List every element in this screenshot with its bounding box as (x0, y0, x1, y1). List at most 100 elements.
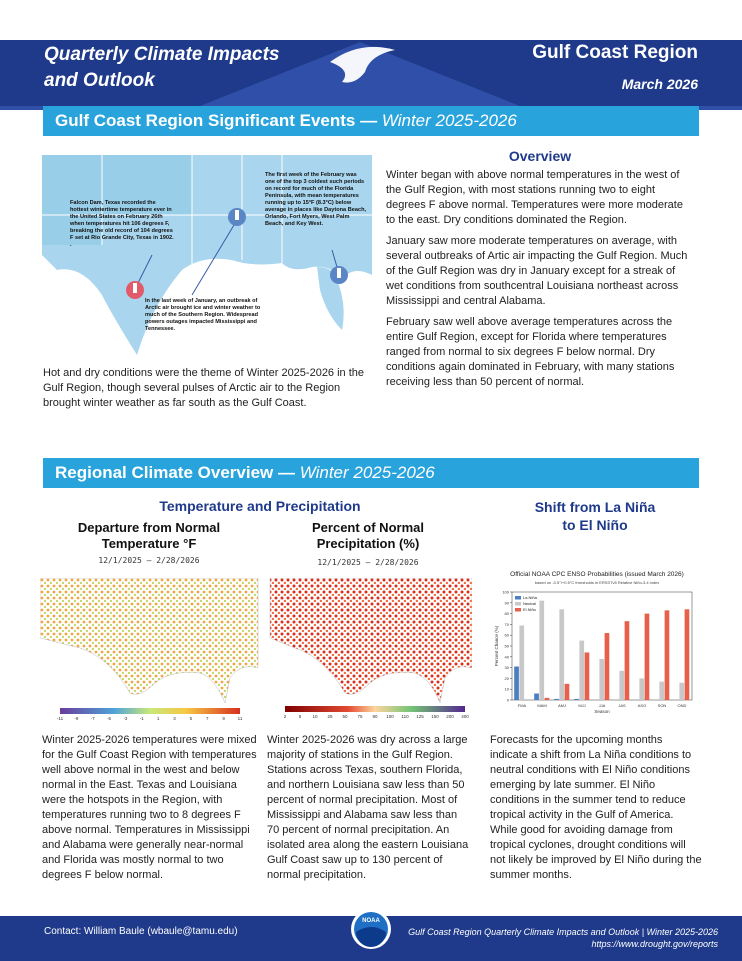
region: Gulf Coast Region (532, 42, 698, 63)
bar (619, 670, 625, 700)
y-tick-label: 60 (505, 633, 510, 638)
contact: Contact: William Baule (wbaule@tamu.edu) (44, 926, 238, 937)
region-map (42, 155, 372, 360)
x-tick-label: SON (658, 703, 667, 708)
dates: 12/1/2025 – 2/28/2026 (317, 558, 419, 567)
colorbar-tick: 9 (222, 716, 225, 721)
colorbar-tick: 7 (206, 716, 209, 721)
bar (644, 613, 650, 700)
x-tick-label: OND (678, 703, 687, 708)
y-tick-label: 30 (505, 665, 510, 670)
date: March 2026 (621, 76, 698, 92)
bar (624, 621, 630, 700)
colorbar-tick: 5 (298, 714, 302, 719)
title-line: Departure from Normal (77, 520, 221, 535)
colorbar-tick: 5 (189, 716, 193, 721)
section-bar: Regional Climate Overview — Winter 2025-… (43, 458, 699, 488)
bar (604, 633, 610, 700)
y-tick-label: 0 (507, 698, 510, 703)
bar (679, 682, 685, 700)
y-tick-label: 90 (505, 600, 510, 605)
colorbar-tick: 200 (446, 714, 454, 719)
legend-label: El Niño (523, 607, 537, 612)
y-tick-label: 80 (505, 611, 510, 616)
temperature-text: Winter 2025-2026 temperatures were mixed… (42, 734, 257, 881)
x-tick-label: ASO (638, 703, 646, 708)
y-tick-label: 100 (502, 590, 509, 595)
caption: Hot and dry conditions were the theme of… (43, 367, 365, 409)
colorbar-tick: -1 (139, 716, 144, 721)
header-title: Quarterly Climate Impacts and Outlook (44, 42, 279, 94)
paragraph: January saw more moderate temperatures o… (386, 235, 688, 307)
header-graphic (0, 40, 742, 110)
bar (599, 658, 605, 700)
colorbar-tick: 400 (461, 714, 469, 719)
colorbar-tick: 3 (173, 716, 176, 721)
heading-line: Shift from La Niña (534, 499, 656, 515)
bar (554, 698, 559, 700)
x-tick-label: MJJ (578, 703, 585, 708)
bar (519, 625, 525, 700)
map-note: Falcon Dam, Texas recorded the hottest w… (70, 200, 174, 248)
chart-title: Official NOAA CPC ENSO Probabilities (is… (510, 571, 684, 578)
legend-swatch (515, 608, 521, 612)
section-subtitle: Winter 2025-2026 (299, 463, 435, 482)
colorbar-tick: 10 (312, 714, 318, 719)
climate-maps (40, 578, 472, 714)
subheading: Temperature and Precipitation (159, 498, 361, 514)
map-note: The first week of the February was one o… (265, 172, 367, 227)
colorbar-tick: 75 (357, 714, 363, 719)
bar (659, 681, 665, 700)
y-tick-label: 10 (505, 687, 510, 692)
y-tick-label: 20 (505, 676, 510, 681)
colorbar-tick: 50 (342, 714, 348, 719)
title-line: Quarterly Climate Impacts (44, 44, 280, 65)
x-axis-label: Season (594, 709, 610, 713)
title-line: and Outlook (44, 70, 155, 91)
legend-label: Neutral (523, 601, 536, 606)
bar (579, 640, 585, 700)
enso-heading: Shift from La Niña to El Niño (490, 498, 700, 534)
x-tick-label: JAS (618, 703, 626, 708)
colorbar-ticks: -11 -9 -7 -5 -3 -1 1 3 5 7 9 11 (57, 716, 242, 724)
bar (684, 609, 690, 700)
map-title: Percent of Normal Precipitation (%) (268, 520, 468, 552)
title-line: Percent of Normal (312, 520, 424, 535)
enso-chart: Official NOAA CPC ENSO Probabilities (is… (492, 568, 702, 713)
bar (514, 666, 519, 700)
title-line: Precipitation (%) (316, 536, 420, 551)
overview-heading: Overview (508, 148, 572, 164)
legend-swatch (515, 596, 521, 600)
x-tick-label: MAM (537, 703, 546, 708)
bar (639, 678, 645, 700)
y-tick-label: 40 (505, 654, 510, 659)
bar (664, 610, 670, 700)
y-tick-label: 70 (505, 622, 510, 627)
paragraph: February saw well above average temperat… (386, 316, 675, 388)
colorbar-tick: -7 (90, 716, 95, 721)
chart-subtitle: based on -0.5°/+0.5°C thresholds in ERSS… (535, 580, 660, 585)
colorbar-tick: -11 (56, 716, 64, 721)
colorbar-tick: -9 (74, 716, 79, 721)
bar (564, 683, 570, 700)
url: https://www.drought.gov/reports (591, 939, 718, 949)
legend-swatch (515, 602, 521, 606)
x-tick-label: JJA (599, 703, 606, 708)
colorbar-tick: 125 (416, 714, 424, 719)
map-title: Departure from Normal Temperature °F (40, 520, 258, 552)
citation: Gulf Coast Region Quarterly Climate Impa… (408, 926, 718, 950)
noaa-logo: NOAA (351, 909, 391, 949)
enso-text: Forecasts for the upcoming months indica… (490, 734, 702, 881)
dates: 12/1/2025 – 2/28/2026 (98, 556, 200, 565)
overview: Winter began with above normal temperatu… (386, 168, 694, 390)
y-axis-label: Percent Chance (%) (494, 625, 499, 666)
y-tick-label: 50 (505, 644, 510, 649)
section-title: Gulf Coast Region Significant Events — (55, 111, 378, 130)
colorbar-tick: -5 (107, 716, 112, 721)
colorbar-tick: 100 (386, 714, 394, 719)
map-note: In the last week of January, an outbreak… (145, 298, 261, 332)
precipitation-text: Winter 2025-2026 was dry across a large … (267, 734, 469, 881)
section-subtitle: Winter 2025-2026 (381, 111, 517, 130)
colorbar-tick: 2 (283, 714, 287, 719)
